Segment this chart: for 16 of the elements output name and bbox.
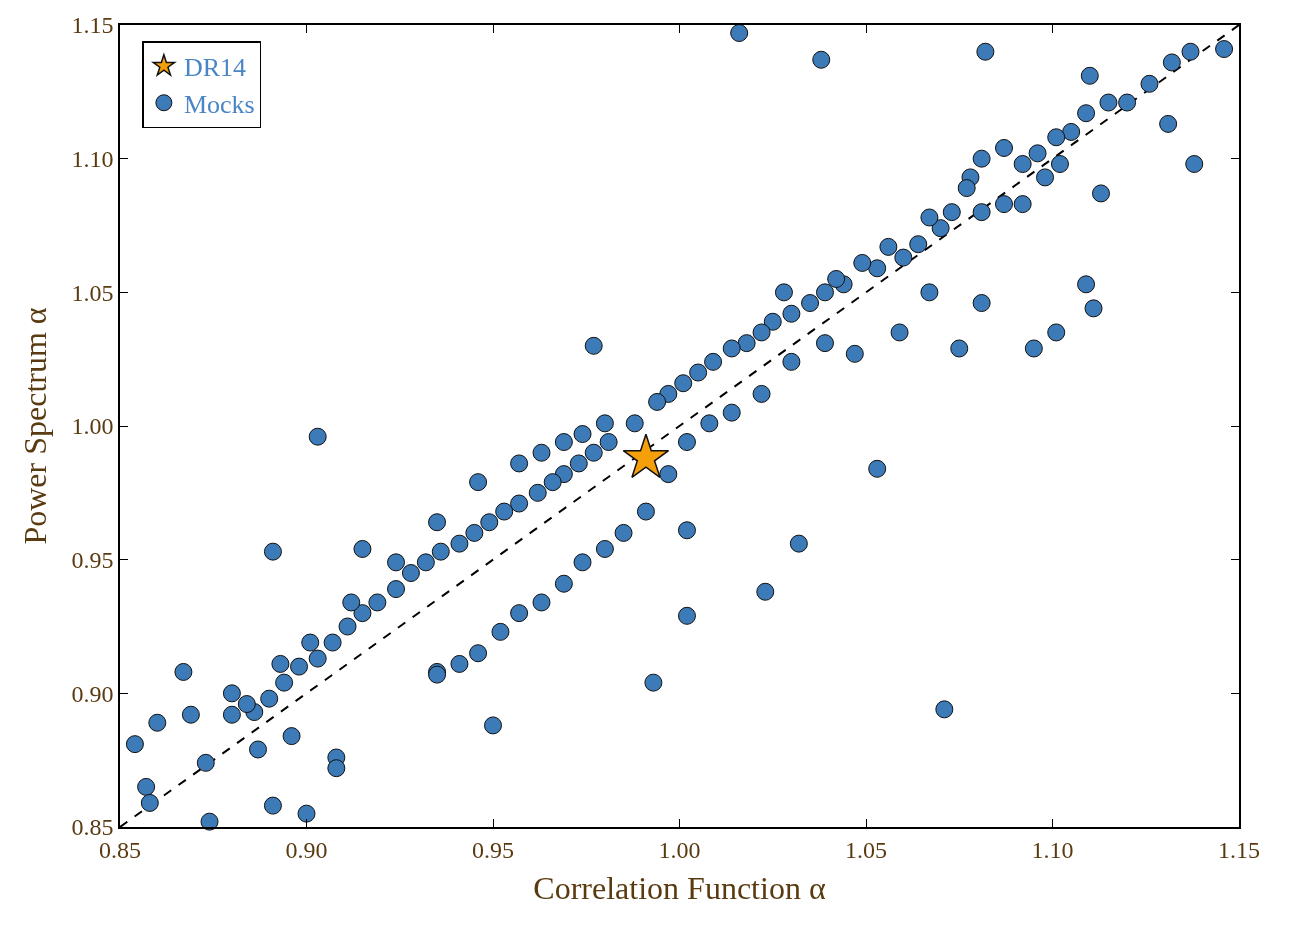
legend-label: Mocks (183, 89, 255, 119)
x-tick-label: 0.95 (472, 836, 514, 863)
y-tick-label: 0.90 (71, 680, 114, 707)
y-axis-title: Power Spectrum α (17, 307, 54, 545)
y-tick-label: 1.10 (71, 146, 114, 173)
y-tick-label: 1.00 (71, 413, 114, 440)
x-tick-label: 1.10 (1031, 836, 1074, 863)
x-tick-label: 1.05 (845, 836, 887, 863)
y-tick-label: 1.05 (71, 279, 114, 306)
y-tick-label: 0.95 (71, 547, 114, 574)
y-tick-label: 1.15 (71, 12, 114, 39)
x-tick-label: 0.90 (285, 836, 328, 863)
x-tick-label: 1.15 (1218, 836, 1260, 863)
legend-label: DR14 (183, 53, 247, 83)
x-tick-label: 1.00 (658, 836, 701, 863)
x-axis-title: Correlation Function α (533, 869, 826, 906)
